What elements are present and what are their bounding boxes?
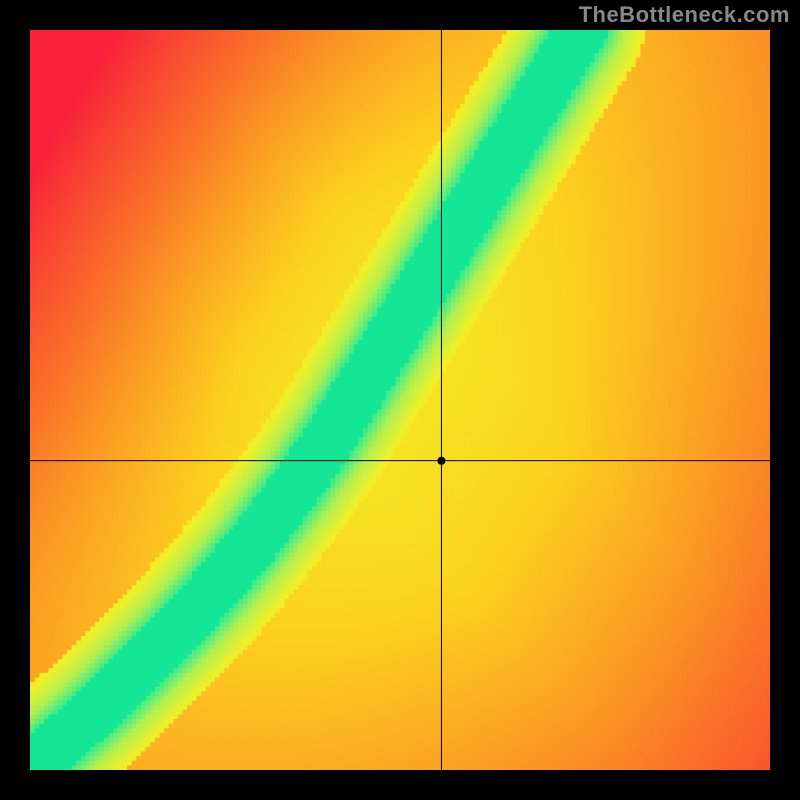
chart-container: TheBottleneck.com	[0, 0, 800, 800]
heatmap-canvas	[30, 30, 770, 770]
heatmap-plot	[30, 30, 770, 770]
watermark-text: TheBottleneck.com	[579, 2, 790, 28]
